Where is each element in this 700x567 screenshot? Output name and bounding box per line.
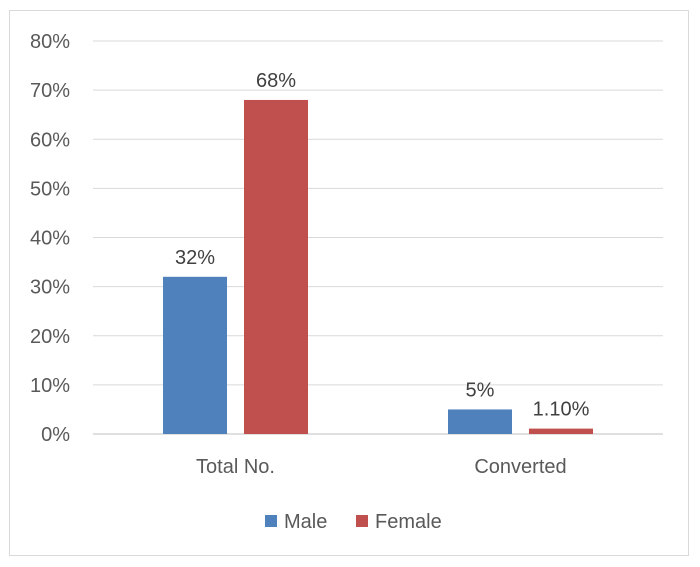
x-category-label: Converted: [474, 456, 566, 478]
bar-female-1: [529, 428, 593, 434]
y-tick-label: 20%: [30, 326, 70, 348]
y-tick-label: 0%: [41, 424, 70, 446]
y-tick-label: 70%: [30, 80, 70, 102]
legend-label-female: Female: [375, 511, 442, 533]
x-category-label: Total No.: [196, 456, 275, 478]
y-tick-label: 10%: [30, 375, 70, 397]
data-label: 5%: [466, 379, 495, 401]
bar-female-0: [244, 99, 308, 434]
y-tick-label: 30%: [30, 277, 70, 299]
y-tick-label: 60%: [30, 129, 70, 151]
legend: Male Female: [265, 511, 442, 533]
data-label: 1.10%: [533, 399, 590, 421]
x-axis-labels: Total No. Converted: [196, 456, 567, 478]
y-tick-label: 40%: [30, 228, 70, 250]
legend-swatch-female: [356, 515, 368, 527]
bar-male-0: [163, 276, 227, 434]
y-tick-label: 80%: [30, 31, 70, 53]
bars: [163, 99, 593, 434]
data-label: 32%: [175, 247, 215, 269]
legend-swatch-male: [265, 515, 277, 527]
legend-label-male: Male: [284, 511, 327, 533]
y-axis-labels: 0% 10% 20% 30% 40% 50% 60% 70% 80%: [30, 31, 70, 446]
data-label: 68%: [256, 70, 296, 92]
chart-frame: [9, 10, 689, 556]
bar-male-1: [448, 409, 512, 434]
data-labels: 32% 68% 5% 1.10%: [175, 70, 590, 421]
y-tick-label: 50%: [30, 178, 70, 200]
